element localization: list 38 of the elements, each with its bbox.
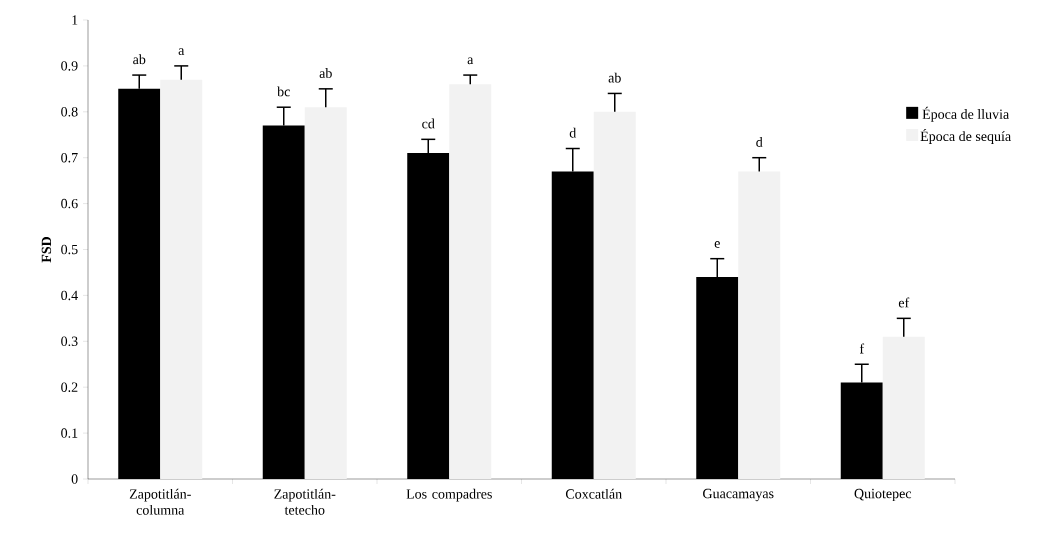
x-tick-label: Quiotepec xyxy=(854,488,912,502)
x-tick-label: Guacamayas xyxy=(703,488,774,502)
x-tick-label: Los compadres xyxy=(406,488,492,502)
bar xyxy=(304,107,347,479)
data-label: a xyxy=(467,57,474,65)
y-tick-label: 0.6 xyxy=(61,198,78,209)
data-label: ab xyxy=(608,72,621,83)
y-axis-title: FSD xyxy=(41,236,52,263)
data-label: d xyxy=(756,136,763,147)
legend-label: Época de sequía xyxy=(920,128,1011,144)
y-tick-label: 0.7 xyxy=(61,152,78,163)
data-label: ef xyxy=(898,297,910,308)
y-tick-label: 1 xyxy=(72,15,78,25)
data-label: ab xyxy=(319,68,332,78)
data-label: a xyxy=(178,48,185,56)
x-tick-label: Zapotitlán-columna xyxy=(129,488,191,515)
bar xyxy=(593,111,636,479)
y-tick-label: 0 xyxy=(71,474,78,484)
bar xyxy=(160,79,203,479)
legend-label: Época de lluvia xyxy=(922,106,1009,122)
bar xyxy=(882,336,925,479)
y-tick-label: 0.9 xyxy=(61,61,78,71)
y-tick-label: 0.4 xyxy=(61,290,78,301)
y-tick-label: 0.1 xyxy=(61,428,78,438)
data-label: f xyxy=(859,343,865,354)
y-tick-label: 0.3 xyxy=(61,336,78,347)
y-tick-label: 0.5 xyxy=(61,244,78,255)
y-tick-label: 0.8 xyxy=(61,107,78,117)
data-label: bc xyxy=(277,86,290,97)
data-label: ab xyxy=(133,54,146,65)
data-label: d xyxy=(569,127,577,138)
x-tick-label: Zapotitlán-tetecho xyxy=(274,488,336,515)
y-tick-label: 0.2 xyxy=(61,382,78,392)
bar xyxy=(449,84,492,479)
data-label: cd xyxy=(422,118,435,129)
bar xyxy=(738,171,781,479)
data-label: e xyxy=(714,241,720,248)
x-tick-label: Coxcatlán xyxy=(565,488,622,499)
